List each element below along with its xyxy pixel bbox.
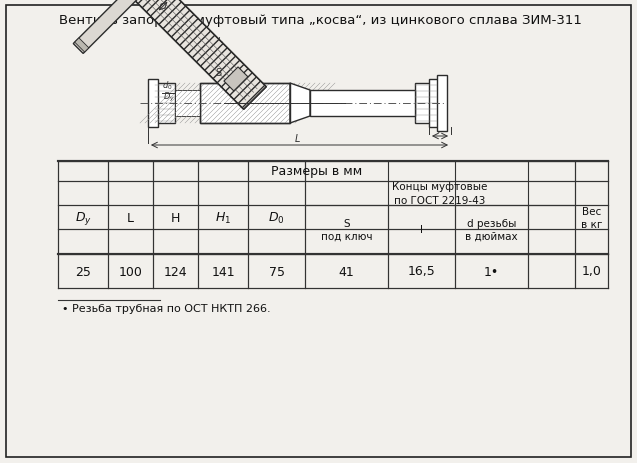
Bar <box>200 84 290 124</box>
Text: 1•: 1• <box>484 265 499 278</box>
Text: 1,0: 1,0 <box>582 265 601 278</box>
Text: d резьбы
в дюймах: d резьбы в дюймах <box>465 219 518 241</box>
Bar <box>437 76 447 131</box>
Text: S
под ключ: S под ключ <box>321 219 372 241</box>
Bar <box>200 84 290 124</box>
Text: 25: 25 <box>75 265 91 278</box>
Text: $D_y$: $D_y$ <box>163 90 175 103</box>
Text: Размеры в мм: Размеры в мм <box>271 165 362 178</box>
Text: 75: 75 <box>269 265 285 278</box>
Text: $H_1$: $H_1$ <box>215 211 231 225</box>
Polygon shape <box>131 0 266 110</box>
Polygon shape <box>73 0 210 54</box>
Polygon shape <box>290 84 310 124</box>
Text: $L$: $L$ <box>294 131 301 144</box>
Bar <box>429 80 441 128</box>
Bar <box>175 91 200 117</box>
Text: 16,5: 16,5 <box>408 265 435 278</box>
Text: 41: 41 <box>339 265 354 278</box>
Text: H: H <box>171 212 180 225</box>
Text: 141: 141 <box>211 265 235 278</box>
Bar <box>415 84 433 124</box>
Text: $D_y$: $D_y$ <box>75 210 92 226</box>
Polygon shape <box>75 39 89 53</box>
Text: $d_0$: $d_0$ <box>162 80 173 92</box>
Text: 100: 100 <box>118 265 143 278</box>
Text: Вентиль запорный муфтовый типа „косва“, из цинкового сплава ЗИМ-311: Вентиль запорный муфтовый типа „косва“, … <box>59 14 582 27</box>
Bar <box>148 80 158 128</box>
Text: $l$: $l$ <box>437 123 441 135</box>
Text: 124: 124 <box>164 265 187 278</box>
Text: Вес
в кг: Вес в кг <box>581 206 602 230</box>
Text: L: L <box>127 212 134 225</box>
Text: • Резьба трубная по ОСТ НКТП 266.: • Резьба трубная по ОСТ НКТП 266. <box>62 303 271 313</box>
Text: Концы муфтовые
по ГОСТ 2219-43: Концы муфтовые по ГОСТ 2219-43 <box>392 182 488 205</box>
Text: $H_1$: $H_1$ <box>213 36 224 48</box>
Polygon shape <box>224 68 248 92</box>
Text: $D_0$: $D_0$ <box>268 211 285 225</box>
Text: l: l <box>420 225 423 235</box>
Bar <box>155 84 175 124</box>
Bar <box>310 91 415 117</box>
Text: S: S <box>215 68 221 78</box>
